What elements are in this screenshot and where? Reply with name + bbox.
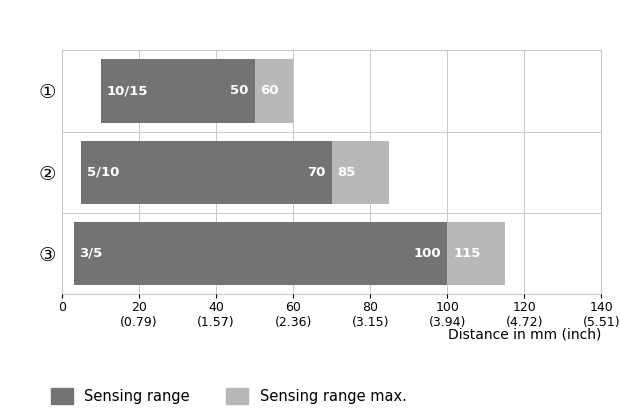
Bar xyxy=(255,59,293,123)
Text: 3/5: 3/5 xyxy=(79,247,102,260)
Text: Distance in mm (inch): Distance in mm (inch) xyxy=(448,328,601,341)
Text: 85: 85 xyxy=(337,166,356,178)
Legend: Sensing range, Sensing range max.: Sensing range, Sensing range max. xyxy=(51,388,407,404)
Text: 100: 100 xyxy=(414,247,441,260)
Text: 70: 70 xyxy=(308,166,326,178)
Bar xyxy=(81,141,332,204)
Bar xyxy=(100,59,255,123)
Bar xyxy=(74,222,447,285)
Text: 115: 115 xyxy=(453,247,480,260)
Text: 5/10: 5/10 xyxy=(87,166,120,178)
Text: 50: 50 xyxy=(231,84,249,97)
Text: 60: 60 xyxy=(260,84,279,97)
Bar xyxy=(447,222,505,285)
Text: 10/15: 10/15 xyxy=(106,84,148,97)
Bar xyxy=(332,141,389,204)
